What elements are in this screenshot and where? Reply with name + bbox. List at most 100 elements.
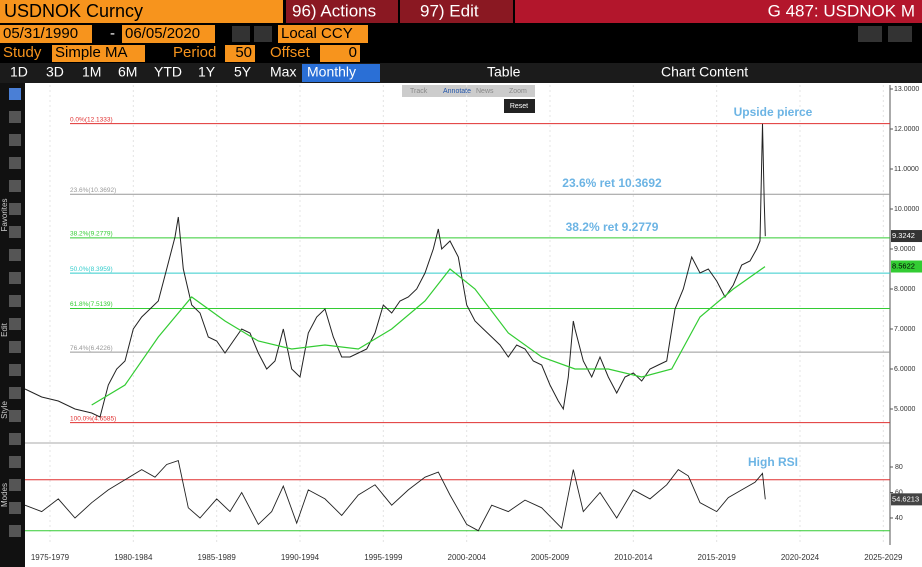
mini-tool[interactable]: News	[476, 88, 494, 95]
tool-icon[interactable]	[9, 387, 21, 399]
tab[interactable]: 1D	[10, 64, 28, 80]
actions-button[interactable]	[286, 0, 398, 23]
annotation: 38.2% ret 9.2779	[566, 220, 659, 234]
x-tick-label: 1990-1994	[281, 553, 320, 562]
currency: Local CCY	[281, 25, 353, 42]
function: G 487: USDNOK M	[768, 1, 915, 20]
function-bar	[515, 0, 922, 23]
prev-button[interactable]	[232, 26, 250, 42]
mini-toolbar	[402, 85, 535, 97]
edit: 97) Edit	[420, 1, 479, 20]
tool-icon[interactable]	[9, 249, 21, 261]
y-tick-label: 6.0000	[894, 366, 916, 373]
chart-content[interactable]: Chart Content	[661, 64, 748, 80]
tab[interactable]: 1Y	[198, 64, 216, 80]
study-field[interactable]	[52, 45, 145, 62]
x-tick-label: 1975-1979	[31, 553, 70, 562]
rsi-line	[24, 460, 766, 532]
y-tick-label: 12.0000	[894, 126, 919, 133]
frequency-button[interactable]	[302, 64, 380, 82]
x-tick-label: 2005-2009	[531, 553, 570, 562]
fib-label: 0.0%(12.1333)	[70, 116, 113, 123]
mini-tool[interactable]: Zoom	[509, 88, 527, 95]
table[interactable]: Table	[487, 64, 521, 80]
tool-icon[interactable]	[9, 272, 21, 284]
end-date-field[interactable]	[122, 25, 215, 43]
rsi-tick-label: 80	[895, 464, 903, 471]
annotation: High RSI	[748, 455, 798, 469]
price-line	[24, 123, 766, 418]
y-tick-label: 13.0000	[894, 86, 919, 93]
tab[interactable]: Max	[270, 64, 296, 80]
x-tick-label: 1995-1999	[364, 553, 403, 562]
fib-label: 23.6%(10.3692)	[70, 187, 116, 194]
mini-tool[interactable]: Track	[410, 88, 428, 95]
x-tick-label: 2000-2004	[448, 553, 487, 562]
side-label: Modes	[0, 483, 9, 507]
tool-icon[interactable]	[9, 479, 21, 491]
currency-field[interactable]	[278, 25, 368, 43]
last-price-box	[891, 230, 922, 243]
x-tick-label: 2025-2029	[864, 553, 903, 562]
tool-icon[interactable]	[9, 364, 21, 376]
x-tick-label: 2020-2024	[781, 553, 820, 562]
tool-icon[interactable]	[9, 502, 21, 514]
x-tick-label: 2015-2019	[698, 553, 737, 562]
tool-icon[interactable]	[9, 157, 21, 169]
period-field[interactable]	[225, 45, 255, 62]
side-label: Favorites	[0, 199, 9, 232]
tab[interactable]: YTD	[154, 64, 182, 80]
reset-button[interactable]	[504, 99, 535, 113]
tool-icon[interactable]	[9, 88, 21, 100]
tab-bar	[0, 63, 922, 83]
tab[interactable]: 6M	[118, 64, 137, 80]
frequency: Monthly	[307, 64, 356, 80]
study-label: Study	[3, 44, 42, 61]
y-tick-label: 10.0000	[894, 206, 919, 213]
x-tick-label: 2010-2014	[614, 553, 653, 562]
last-price: 9.3242	[892, 231, 915, 240]
study: Simple MA	[55, 44, 128, 61]
last-rsi: 54.6213	[892, 494, 919, 503]
annotation: Upside pierce	[734, 105, 813, 119]
rsi-tick-label: 60	[895, 489, 903, 496]
tool-icon[interactable]	[9, 111, 21, 123]
mini-tool[interactable]: Annotate	[443, 88, 471, 95]
x-tick-label: 1985-1989	[198, 553, 237, 562]
tool-icon[interactable]	[9, 180, 21, 192]
annotation: 23.6% ret 10.3692	[562, 176, 662, 190]
undo-button[interactable]	[858, 26, 882, 42]
period: 50	[235, 44, 252, 61]
tool-icon[interactable]	[9, 433, 21, 445]
next-button[interactable]	[254, 26, 272, 42]
start-date: 05/31/1990	[3, 25, 78, 42]
y-tick-label: 9.0000	[894, 246, 916, 253]
side-label: Edit	[0, 322, 9, 337]
offset: 0	[349, 44, 357, 61]
last-rsi-box	[891, 493, 922, 506]
chart-area	[25, 83, 922, 567]
security-field[interactable]	[0, 0, 283, 23]
tool-icon[interactable]	[9, 203, 21, 215]
tool-icon[interactable]	[9, 525, 21, 537]
tab[interactable]: 3D	[46, 64, 64, 80]
offset-label: Offset	[270, 44, 311, 61]
tool-icon[interactable]	[9, 456, 21, 468]
start-date-field[interactable]	[0, 25, 92, 43]
tool-icon[interactable]	[9, 318, 21, 330]
side-label: Style	[0, 401, 9, 419]
tool-icon[interactable]	[9, 410, 21, 422]
y-tick-label: 8.0000	[894, 286, 916, 293]
tool-icon[interactable]	[9, 295, 21, 307]
y-tick-label: 5.0000	[894, 406, 916, 413]
offset-field[interactable]	[320, 45, 360, 62]
tool-icon[interactable]	[9, 226, 21, 238]
tab[interactable]: 5Y	[234, 64, 252, 80]
tool-icon[interactable]	[9, 341, 21, 353]
edit-button[interactable]	[400, 0, 513, 23]
fib-label: 100.0%(4.6585)	[70, 415, 116, 422]
redo-button[interactable]	[888, 26, 912, 42]
tool-icon[interactable]	[9, 134, 21, 146]
tab[interactable]: 1M	[82, 64, 101, 80]
